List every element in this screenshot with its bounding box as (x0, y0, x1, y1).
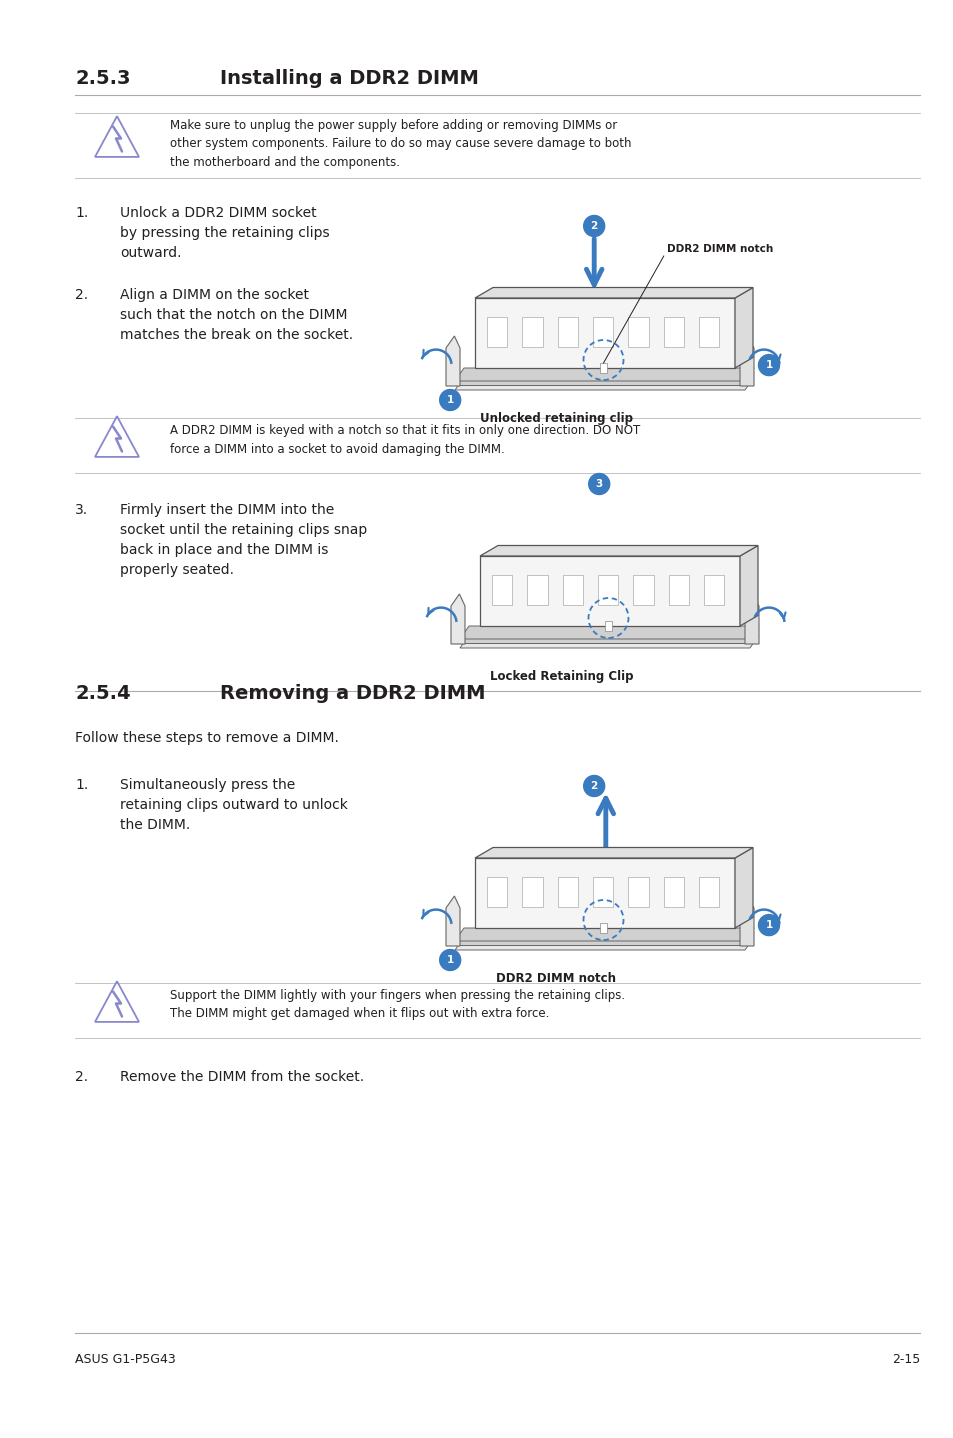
Polygon shape (446, 336, 459, 385)
FancyBboxPatch shape (628, 316, 648, 347)
Text: Align a DIMM on the socket
such that the notch on the DIMM
matches the break on : Align a DIMM on the socket such that the… (120, 288, 353, 342)
Text: 1.: 1. (75, 778, 89, 792)
Polygon shape (459, 630, 759, 643)
FancyBboxPatch shape (593, 316, 613, 347)
FancyBboxPatch shape (599, 923, 606, 933)
Text: 3.: 3. (75, 503, 88, 518)
Polygon shape (446, 896, 459, 946)
FancyBboxPatch shape (663, 877, 683, 907)
Text: 2-15: 2-15 (891, 1353, 919, 1366)
Circle shape (758, 915, 779, 936)
FancyBboxPatch shape (593, 877, 613, 907)
Text: Make sure to unplug the power supply before adding or removing DIMMs or
other sy: Make sure to unplug the power supply bef… (170, 119, 631, 170)
FancyBboxPatch shape (604, 621, 612, 631)
FancyBboxPatch shape (486, 316, 507, 347)
Text: Unlocked retaining clip: Unlocked retaining clip (479, 413, 633, 426)
Text: A DDR2 DIMM is keyed with a notch so that it fits in only one direction. DO NOT
: A DDR2 DIMM is keyed with a notch so tha… (170, 424, 639, 456)
Text: Firmly insert the DIMM into the
socket until the retaining clips snap
back in pl: Firmly insert the DIMM into the socket u… (120, 503, 367, 577)
Polygon shape (455, 928, 753, 940)
Text: 2: 2 (590, 221, 598, 232)
Polygon shape (455, 932, 753, 946)
Text: 1: 1 (446, 395, 454, 406)
Polygon shape (475, 858, 734, 928)
Text: 2.: 2. (75, 288, 88, 302)
Text: 2.5.3: 2.5.3 (75, 69, 131, 88)
Polygon shape (479, 557, 740, 626)
Text: Installing a DDR2 DIMM: Installing a DDR2 DIMM (220, 69, 478, 88)
Polygon shape (455, 368, 753, 381)
FancyBboxPatch shape (522, 877, 542, 907)
FancyBboxPatch shape (699, 877, 719, 907)
Text: 1.: 1. (75, 206, 89, 220)
FancyBboxPatch shape (527, 575, 547, 605)
Text: 1: 1 (446, 955, 454, 965)
Text: Removing a DDR2 DIMM: Removing a DDR2 DIMM (220, 684, 485, 703)
FancyBboxPatch shape (522, 316, 542, 347)
Text: Remove the DIMM from the socket.: Remove the DIMM from the socket. (120, 1070, 364, 1084)
Polygon shape (475, 847, 752, 858)
Polygon shape (734, 847, 752, 928)
Polygon shape (475, 288, 752, 298)
Text: 2.5.4: 2.5.4 (75, 684, 131, 703)
Polygon shape (744, 594, 759, 644)
Polygon shape (740, 336, 753, 385)
FancyBboxPatch shape (703, 575, 723, 605)
Text: DDR2 DIMM notch: DDR2 DIMM notch (496, 972, 616, 985)
Circle shape (588, 473, 609, 495)
Polygon shape (451, 594, 464, 644)
Circle shape (439, 949, 460, 971)
Text: 2: 2 (590, 781, 598, 791)
Polygon shape (455, 372, 753, 385)
FancyBboxPatch shape (562, 575, 582, 605)
Text: DDR2 DIMM notch: DDR2 DIMM notch (666, 244, 772, 255)
FancyBboxPatch shape (633, 575, 653, 605)
FancyBboxPatch shape (668, 575, 688, 605)
Circle shape (439, 390, 460, 410)
Text: Locked Retaining Clip: Locked Retaining Clip (489, 670, 633, 683)
Text: 1: 1 (764, 360, 772, 370)
Polygon shape (459, 636, 759, 649)
Polygon shape (740, 545, 758, 626)
FancyBboxPatch shape (492, 575, 512, 605)
Polygon shape (475, 298, 734, 368)
Polygon shape (479, 545, 758, 557)
FancyBboxPatch shape (486, 877, 507, 907)
Circle shape (758, 355, 779, 375)
Text: Support the DIMM lightly with your fingers when pressing the retaining clips.
Th: Support the DIMM lightly with your finge… (170, 989, 624, 1021)
FancyBboxPatch shape (558, 316, 578, 347)
FancyBboxPatch shape (599, 362, 606, 372)
Polygon shape (455, 938, 753, 951)
FancyBboxPatch shape (663, 316, 683, 347)
Polygon shape (740, 896, 753, 946)
Text: 3: 3 (595, 479, 602, 489)
Text: 2.: 2. (75, 1070, 88, 1084)
Polygon shape (455, 377, 753, 390)
Polygon shape (459, 626, 759, 638)
Text: Follow these steps to remove a DIMM.: Follow these steps to remove a DIMM. (75, 731, 338, 745)
Text: Simultaneously press the
retaining clips outward to unlock
the DIMM.: Simultaneously press the retaining clips… (120, 778, 348, 833)
FancyBboxPatch shape (558, 877, 578, 907)
FancyBboxPatch shape (628, 877, 648, 907)
FancyBboxPatch shape (598, 575, 618, 605)
Text: 1: 1 (764, 920, 772, 930)
Text: Unlock a DDR2 DIMM socket
by pressing the retaining clips
outward.: Unlock a DDR2 DIMM socket by pressing th… (120, 206, 330, 260)
Circle shape (583, 216, 604, 236)
Circle shape (583, 775, 604, 797)
FancyBboxPatch shape (699, 316, 719, 347)
Polygon shape (734, 288, 752, 368)
Text: ASUS G1-P5G43: ASUS G1-P5G43 (75, 1353, 175, 1366)
